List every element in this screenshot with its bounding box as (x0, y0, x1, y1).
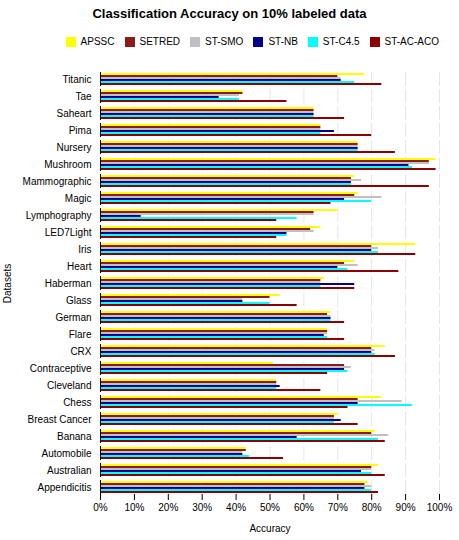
svg-text:Chess: Chess (63, 397, 91, 408)
svg-text:Contraceptive: Contraceptive (30, 363, 92, 374)
svg-text:Glass: Glass (66, 295, 92, 306)
svg-text:Breast Cancer: Breast Cancer (28, 414, 93, 425)
svg-text:Accuracy: Accuracy (249, 523, 290, 534)
svg-text:Iris: Iris (78, 244, 91, 255)
svg-text:Titanic: Titanic (62, 74, 91, 85)
svg-text:LED7Light: LED7Light (45, 227, 92, 238)
svg-text:Tae: Tae (75, 91, 92, 102)
svg-text:0%: 0% (93, 502, 108, 513)
svg-text:Magic: Magic (65, 193, 92, 204)
svg-text:Heart: Heart (67, 261, 92, 272)
svg-text:Lymphography: Lymphography (26, 210, 92, 221)
html-text:ST-AC-ACO: ST-AC-ACO (384, 36, 439, 47)
svg-text:100%: 100% (427, 502, 453, 513)
svg-text:Datasets: Datasets (2, 264, 13, 303)
svg-text:Haberman: Haberman (45, 278, 92, 289)
svg-text:90%: 90% (396, 502, 416, 513)
svg-text:Automobile: Automobile (41, 448, 91, 459)
svg-text:10%: 10% (124, 502, 144, 513)
svg-text:German: German (55, 312, 91, 323)
html-text:ST-SMO: ST-SMO (205, 36, 244, 47)
svg-text:Saheart: Saheart (56, 108, 91, 119)
svg-text:60%: 60% (294, 502, 314, 513)
svg-text:20%: 20% (158, 502, 178, 513)
svg-text:Flare: Flare (69, 329, 92, 340)
svg-text:Appendicitis: Appendicitis (38, 482, 92, 493)
html-text:APSSC: APSSC (80, 36, 115, 47)
html-text:ST-C4.5: ST-C4.5 (322, 36, 360, 47)
svg-text:40%: 40% (226, 502, 246, 513)
svg-text:Mushroom: Mushroom (44, 159, 91, 170)
svg-text:Australian: Australian (47, 465, 91, 476)
svg-text:80%: 80% (362, 502, 382, 513)
html-text:Classification Accuracy on 10%: Classification Accuracy on 10% labeled d… (92, 6, 367, 21)
svg-text:70%: 70% (328, 502, 348, 513)
svg-text:Mammographic: Mammographic (23, 176, 92, 187)
svg-text:50%: 50% (260, 502, 280, 513)
svg-text:Banana: Banana (57, 431, 92, 442)
html-text:SETRED: SETRED (139, 36, 181, 47)
svg-text:Nursery: Nursery (56, 142, 91, 153)
svg-text:CRX: CRX (70, 346, 91, 357)
html-text:ST-NB: ST-NB (268, 36, 298, 47)
svg-text:Pima: Pima (69, 125, 92, 136)
svg-text:Cleveland: Cleveland (47, 380, 91, 391)
svg-text:30%: 30% (192, 502, 212, 513)
